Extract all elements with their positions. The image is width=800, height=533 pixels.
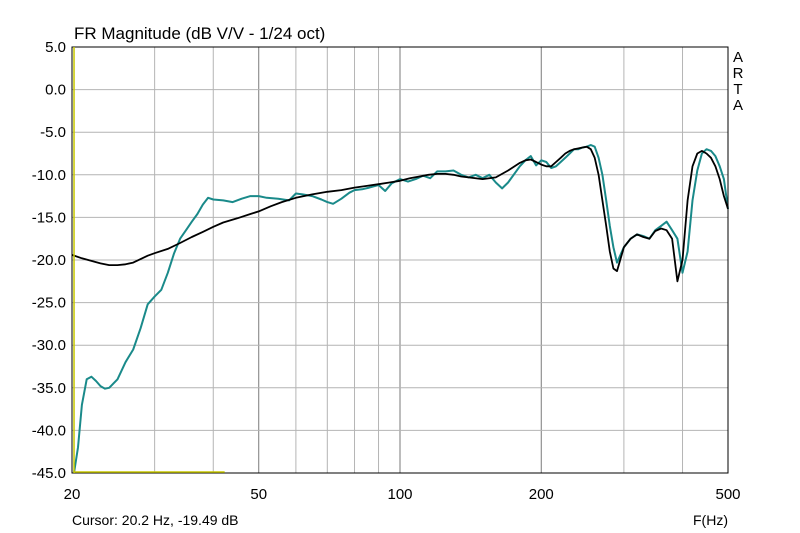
brand-letter: A [733, 97, 743, 114]
x-axis-label: F(Hz) [693, 512, 728, 528]
y-tick-label: -5.0 [40, 124, 66, 141]
y-axis-ticks: 5.0 0.0 -5.0 -10.0 -15.0 -20.0 -25.0 -30.0 -35.0… [32, 39, 66, 482]
x-tick-label: 50 [250, 486, 267, 503]
x-tick-label: 200 [529, 486, 554, 503]
y-tick-label: 0.0 [45, 82, 66, 99]
brand-letter: A [733, 49, 743, 66]
y-tick-label: -20.0 [32, 252, 66, 269]
cursor-layer [73, 47, 225, 473]
brand-letter: R [733, 65, 744, 82]
x-axis-ticks: 20 50 100 200 500 [64, 486, 741, 503]
y-tick-label: -10.0 [32, 167, 66, 184]
x-tick-label: 100 [387, 486, 412, 503]
series-line-2 [71, 145, 729, 283]
y-tick-label: -30.0 [32, 337, 66, 354]
x-tick-label: 20 [64, 486, 81, 503]
cursor-readout: Cursor: 20.2 Hz, -19.49 dB [72, 512, 239, 528]
series-layer [71, 144, 729, 474]
y-tick-label: -35.0 [32, 380, 66, 397]
plot-frame [71, 46, 729, 474]
y-tick-label: -45.0 [32, 465, 66, 482]
chart-title: FR Magnitude (dB V/V - 1/24 oct) [74, 24, 325, 43]
y-tick-label: 5.0 [45, 39, 66, 56]
y-tick-label: -25.0 [32, 295, 66, 312]
brand-letter: T [733, 81, 742, 98]
y-tick-label: -40.0 [32, 422, 66, 439]
y-tick-label: -15.0 [32, 209, 66, 226]
x-tick-label: 500 [715, 486, 740, 503]
